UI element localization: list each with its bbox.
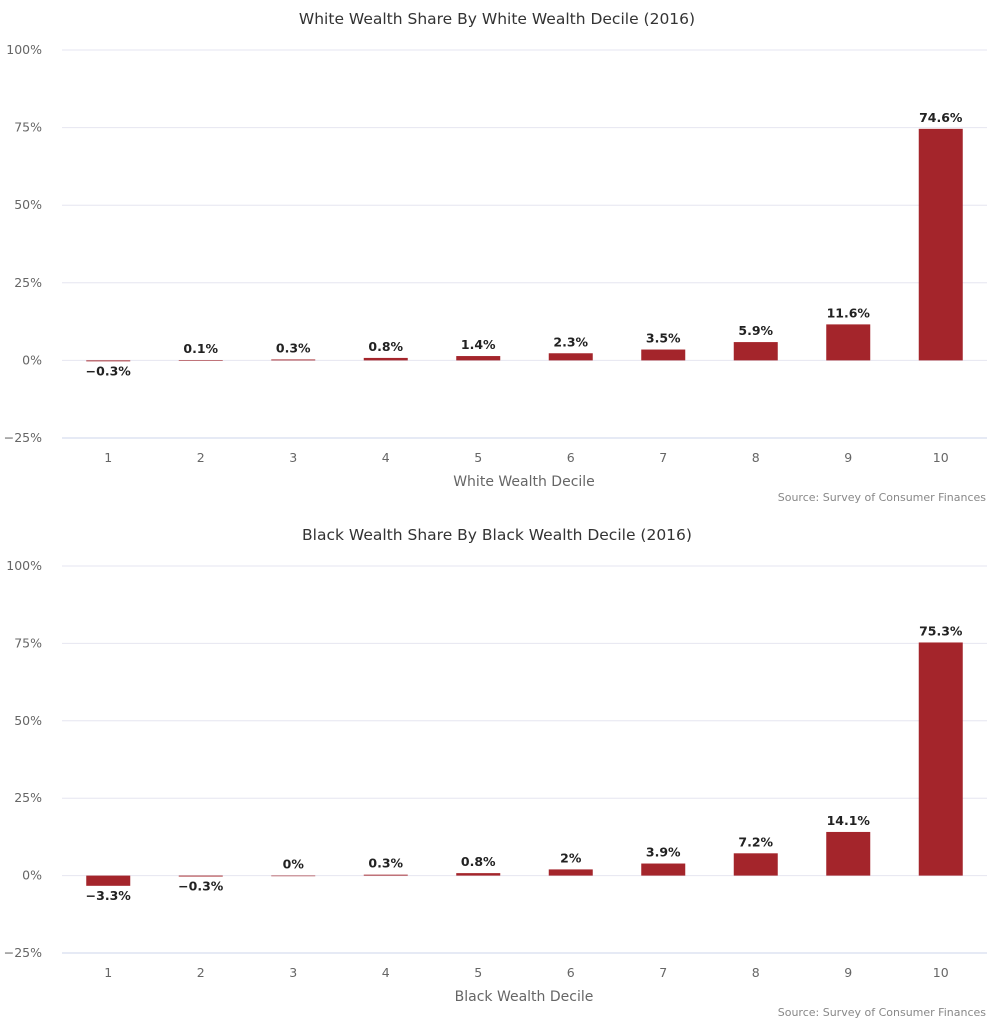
black-bar bbox=[826, 831, 871, 876]
white-bar bbox=[178, 360, 223, 361]
white-x-tick-label: 5 bbox=[474, 450, 482, 465]
black-y-tick-label: −25% bbox=[4, 945, 42, 960]
black-x-tick-label: 6 bbox=[567, 965, 575, 980]
black-y-tick-label: 75% bbox=[14, 635, 42, 650]
white-y-tick-label: 0% bbox=[22, 352, 42, 367]
black-data-label: −0.3% bbox=[178, 879, 224, 894]
black-y-tick-label: 25% bbox=[14, 790, 42, 805]
black-bar bbox=[918, 642, 963, 876]
white-x-tick-label: 2 bbox=[197, 450, 205, 465]
white-bar bbox=[271, 359, 316, 361]
white-x-tick-label: 9 bbox=[844, 450, 852, 465]
black-wealth-chart-svg: Black Wealth Share By Black Wealth Decil… bbox=[4, 526, 987, 1019]
white-bar bbox=[733, 342, 778, 361]
black-data-label: −3.3% bbox=[86, 888, 132, 903]
black-bar bbox=[733, 853, 778, 876]
black-data-label: 7.2% bbox=[738, 834, 773, 849]
black-data-label: 0% bbox=[283, 857, 305, 872]
white-bar bbox=[363, 357, 408, 361]
black-y-tick-label: 0% bbox=[22, 868, 42, 883]
white-y-tick-label: 25% bbox=[14, 275, 42, 290]
white-chart-title: White Wealth Share By White Wealth Decil… bbox=[299, 10, 695, 28]
white-wealth-chart-svg: White Wealth Share By White Wealth Decil… bbox=[4, 10, 987, 504]
white-data-label: 3.5% bbox=[646, 331, 681, 346]
black-x-tick-label: 10 bbox=[933, 965, 949, 980]
black-x-tick-label: 9 bbox=[844, 965, 852, 980]
black-x-tick-label: 8 bbox=[752, 965, 760, 980]
white-bar bbox=[548, 353, 593, 361]
white-data-label: 5.9% bbox=[738, 323, 773, 338]
black-x-tick-label: 1 bbox=[104, 965, 112, 980]
white-y-tick-label: −25% bbox=[4, 430, 42, 445]
black-bar bbox=[271, 875, 316, 877]
white-x-tick-label: 8 bbox=[752, 450, 760, 465]
black-x-tick-label: 3 bbox=[289, 965, 297, 980]
black-data-label: 14.1% bbox=[827, 813, 871, 828]
white-bar bbox=[86, 360, 131, 362]
black-data-label: 2% bbox=[560, 850, 582, 865]
black-source-credit: Source: Survey of Consumer Finances bbox=[778, 1006, 987, 1019]
white-x-tick-label: 7 bbox=[659, 450, 667, 465]
white-data-label: 0.1% bbox=[183, 341, 218, 356]
white-wealth-chart: White Wealth Share By White Wealth Decil… bbox=[4, 10, 987, 504]
black-data-label: 0.8% bbox=[461, 854, 496, 869]
black-bar bbox=[641, 863, 686, 876]
black-y-tick-label: 100% bbox=[6, 558, 42, 573]
black-x-tick-label: 2 bbox=[197, 965, 205, 980]
black-x-tick-label: 4 bbox=[382, 965, 390, 980]
white-data-label: 2.3% bbox=[553, 334, 588, 349]
white-data-label: −0.3% bbox=[86, 363, 132, 378]
black-chart-title: Black Wealth Share By Black Wealth Decil… bbox=[302, 526, 692, 544]
white-data-label: 0.3% bbox=[276, 340, 311, 355]
black-x-tick-label: 7 bbox=[659, 965, 667, 980]
black-bar bbox=[456, 873, 501, 876]
white-bar bbox=[826, 324, 871, 361]
black-data-label: 3.9% bbox=[646, 845, 681, 860]
white-y-tick-label: 100% bbox=[6, 42, 42, 57]
white-bar bbox=[918, 128, 963, 361]
white-x-tick-label: 3 bbox=[289, 450, 297, 465]
white-data-label: 0.8% bbox=[368, 339, 403, 354]
black-bar bbox=[178, 875, 223, 877]
black-x-tick-label: 5 bbox=[474, 965, 482, 980]
black-x-axis-title: Black Wealth Decile bbox=[455, 989, 594, 1005]
white-y-tick-label: 75% bbox=[14, 120, 42, 135]
black-bar bbox=[363, 874, 408, 876]
white-x-tick-label: 6 bbox=[567, 450, 575, 465]
white-data-label: 1.4% bbox=[461, 337, 496, 352]
white-bar bbox=[456, 356, 501, 361]
white-x-tick-label: 4 bbox=[382, 450, 390, 465]
white-data-label: 11.6% bbox=[827, 305, 871, 320]
white-x-tick-label: 1 bbox=[104, 450, 112, 465]
black-bar bbox=[86, 875, 131, 886]
white-bar bbox=[641, 349, 686, 361]
white-y-tick-label: 50% bbox=[14, 197, 42, 212]
white-data-label: 74.6% bbox=[919, 110, 963, 125]
white-source-credit: Source: Survey of Consumer Finances bbox=[778, 491, 987, 504]
black-y-tick-label: 50% bbox=[14, 713, 42, 728]
black-bar bbox=[548, 869, 593, 876]
black-wealth-chart: Black Wealth Share By Black Wealth Decil… bbox=[0, 515, 997, 1024]
white-x-tick-label: 10 bbox=[933, 450, 949, 465]
black-data-label: 0.3% bbox=[368, 856, 403, 871]
black-data-label: 75.3% bbox=[919, 623, 963, 638]
white-x-axis-title: White Wealth Decile bbox=[453, 474, 595, 490]
